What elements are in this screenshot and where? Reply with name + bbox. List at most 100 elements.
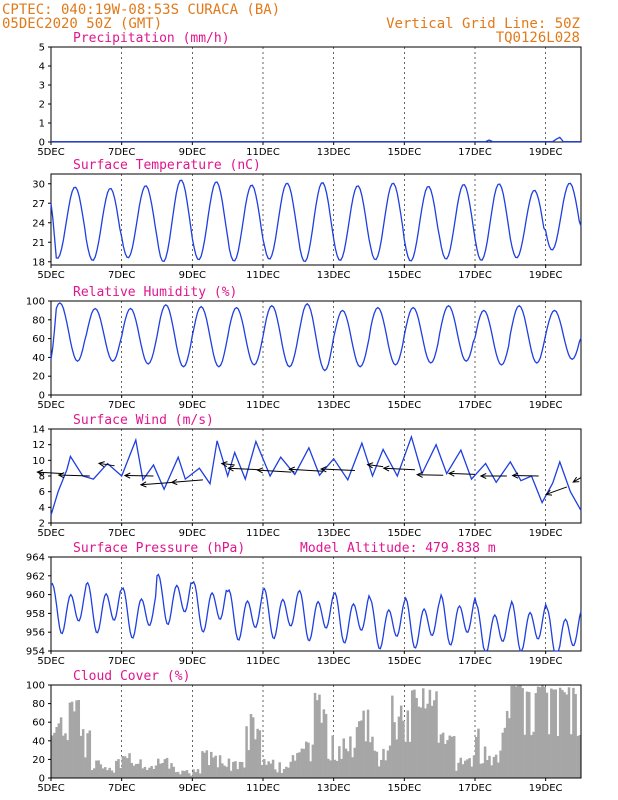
press-xtick-label: 9DEC [179,656,206,667]
cloud-cover-bar [554,689,558,778]
cloud-cover-bar [185,770,189,778]
cloud-cover-bar [210,751,213,778]
wind-ytick-label: 6 [39,487,45,498]
cloud-cover-bar [475,737,478,778]
cloud-cover-bar [369,742,372,778]
cloud-cover-bar [494,754,498,778]
wind-vector-head [366,462,374,469]
press-ytick-label: 954 [26,647,45,658]
wind-vector-shaft [512,475,539,477]
cloud-cover-bar [176,771,180,778]
cloud-cover-bar [296,753,299,778]
cloud-cover-bar [565,694,569,778]
cloud-cover-bar [79,735,83,778]
rh-ytick-label: 40 [32,353,45,364]
cloud-cover-bar [525,691,529,778]
cloud-cover-bar [161,762,164,778]
cloud-cover-bar [452,736,456,778]
cloud-cover-bar [95,760,98,778]
cloud-cover-bar [508,718,511,778]
cloud-cover-bar [196,769,200,778]
wind-ytick-label: 2 [39,519,45,530]
wind-vector-head [416,471,423,478]
cloud-cover-bar [574,694,577,778]
cloud-cover-bar [439,734,443,778]
press-series-line [50,573,582,652]
cloud-cover-bar [238,761,242,778]
cloud-xtick-label: 15DEC [387,783,421,794]
cloud-cover-bar [578,735,582,778]
wind-xtick-label: 7DEC [108,528,135,539]
precip-title: Precipitation (mm/h) [73,31,230,46]
cloud-cover-bar [170,763,173,778]
wind-vector-shaft [124,475,154,477]
cloud-cover-bar [313,692,317,778]
cloud-cover-bar [393,722,396,778]
cloud-cover-bar [53,732,56,778]
precip-xtick-label: 9DEC [179,147,206,158]
wind-vector-shaft [171,479,203,483]
cloud-cover-bar [243,767,246,778]
cloud-cover-bar [539,687,542,778]
cloud-cover-bar [437,742,440,778]
cloud-cover-bar [441,732,445,778]
rh-xtick-label: 9DEC [179,400,206,411]
cloud-cover-bar [360,720,363,778]
cloud-cover-bar [408,741,412,778]
wind-vector-shaft [367,464,384,468]
cloud-cover-bar [567,687,571,778]
cloud-cover-bar [497,762,500,778]
precip-ytick-label: 5 [39,43,45,54]
cloud-cover-bar [342,738,346,778]
wind-vector-head [382,465,390,472]
cloud-cover-bar [488,755,491,778]
cloud-cover-bar [486,760,489,778]
cloud-cover-bar [415,697,418,778]
cloud-ytick-label: 60 [32,718,45,729]
header-model-code: TQ0126L028 [496,30,580,46]
cloud-cover-bar [108,767,111,778]
cloud-cover-bar [344,748,348,778]
cloud-cover-bar [240,761,244,778]
cloud-cover-bar [470,766,474,778]
cloud-cover-bar [399,705,403,778]
wind-vector-head [545,489,553,496]
wind-vector-head [288,466,295,473]
cloud-frame-top [50,684,582,779]
cloud-cover-bar [340,758,343,778]
cloud-cover-bar [576,735,580,778]
cloud-cover-bar [483,746,487,778]
cloud-cover-bar [561,689,564,778]
cloud-cover-bar [183,771,187,778]
precip-ytick-label: 0 [39,138,45,149]
cloud-cover-bar [388,745,392,778]
rh-xtick-label: 11DEC [246,400,280,411]
panel-wind: 2 4 6 8 10 12 14 5DEC 7DEC 9DEC 11DEC 13DEC 15DEC 17D… [32,413,582,539]
rh-xtick-label: 5DEC [37,400,64,411]
press-xtick-label: 5DEC [37,656,64,667]
cloud-cover-bar [519,685,522,778]
cloud-cover-bar [214,755,217,778]
cloud-cover-bar [260,764,264,778]
cloud-cover-bar [406,710,410,778]
press-ytick-label: 956 [26,628,45,639]
cloud-ytick-label: 80 [32,699,45,710]
cloud-cover-bar [234,761,237,778]
wind-xtick-label: 9DEC [179,528,206,539]
cloud-cover-bar [528,692,531,778]
cloud-cover-bar [391,695,394,778]
cloud-cover-bar [547,734,551,778]
cloud-cover-bar [300,748,304,778]
cloud-xtick-label: 5DEC [37,783,64,794]
cloud-cover-bar [499,750,502,778]
cloud-cover-bar [265,764,268,778]
wind-vector-shaft [221,463,235,466]
cloud-cover-bar [364,741,368,778]
cloud-cover-bar [457,762,460,778]
cloud-cover-bar [221,763,224,778]
cloud-cover-bar [212,757,215,778]
cloud-cover-bar [318,694,321,778]
cloud-cover-bar [311,744,315,778]
cloud-cover-bar [143,766,147,778]
cloud-cover-bar [154,765,158,778]
